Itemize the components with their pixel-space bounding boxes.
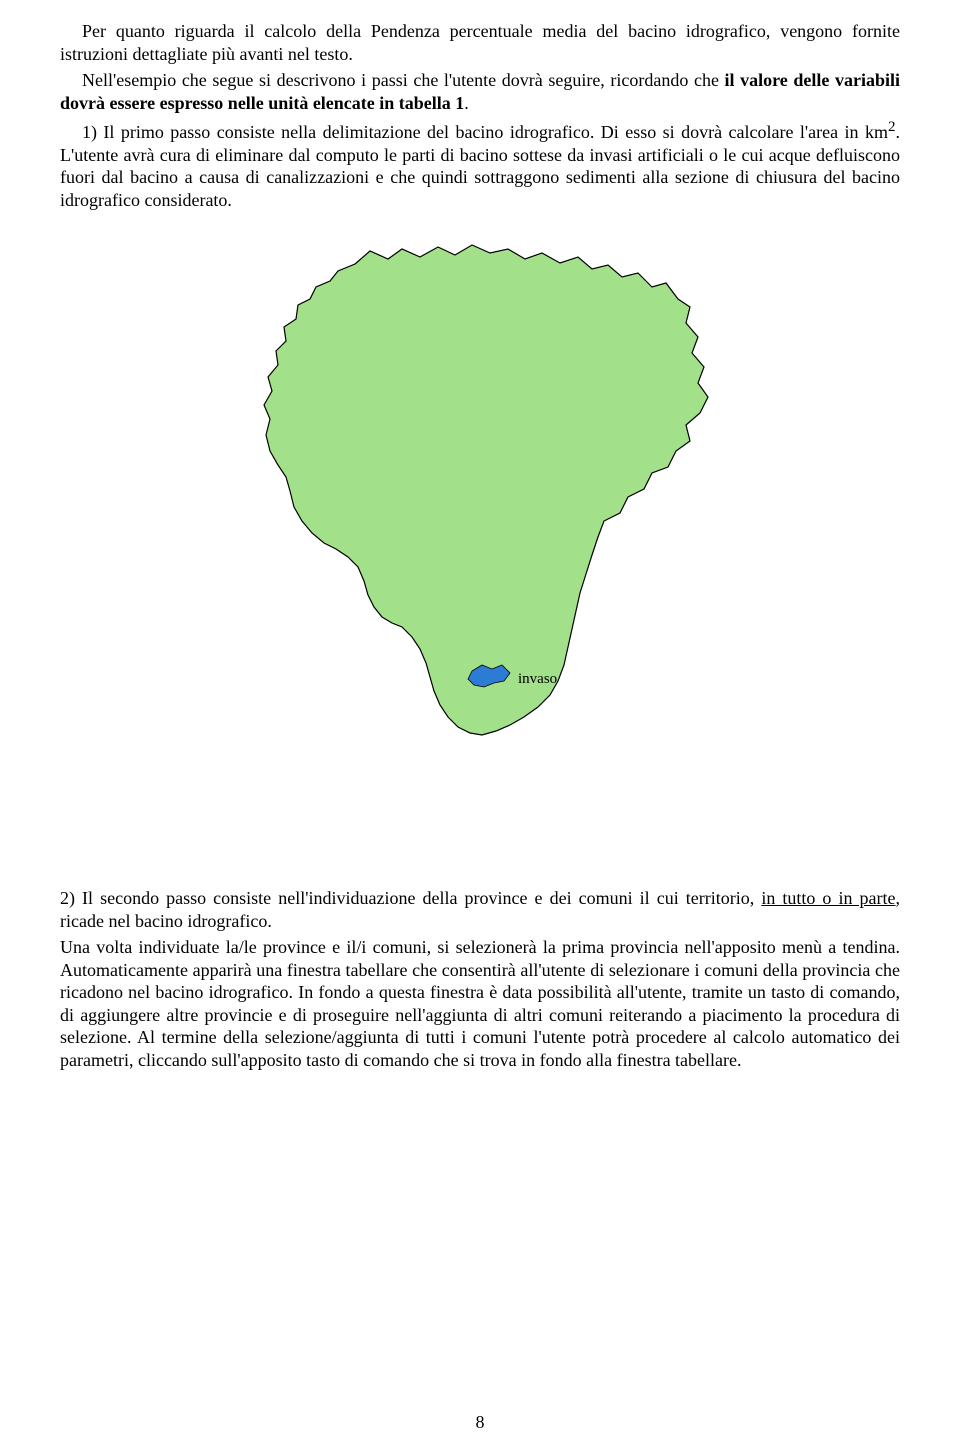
basin-svg: invaso (220, 229, 740, 789)
paragraph-procedure: Una volta individuate la/le province e i… (60, 936, 900, 1071)
paragraph-example: Nell'esempio che segue si descrivono i p… (60, 69, 900, 114)
text-underline: in tutto o in parte (761, 888, 895, 908)
text-sup: 2 (888, 119, 896, 135)
text-run: Nell'esempio che segue si descrivono i p… (82, 70, 725, 90)
text-run: 2) Il secondo passo consiste nell'indivi… (60, 888, 761, 908)
invaso-label: invaso (518, 671, 557, 687)
basin-figure: invaso (220, 229, 740, 789)
paragraph-intro: Per quanto riguarda il calcolo della Pen… (60, 20, 900, 65)
paragraph-step2: 2) Il secondo passo consiste nell'indivi… (60, 887, 900, 932)
text-run: . (464, 93, 469, 113)
text-run: 1) Il primo passo consiste nella delimit… (82, 122, 888, 142)
page-number: 8 (0, 1412, 960, 1433)
paragraph-step1: 1) Il primo passo consiste nella delimit… (60, 118, 900, 211)
figure-container: invaso (60, 229, 900, 789)
spacer (60, 807, 900, 887)
document-page: Per quanto riguarda il calcolo della Pen… (0, 0, 960, 1451)
basin-shape (264, 245, 708, 735)
